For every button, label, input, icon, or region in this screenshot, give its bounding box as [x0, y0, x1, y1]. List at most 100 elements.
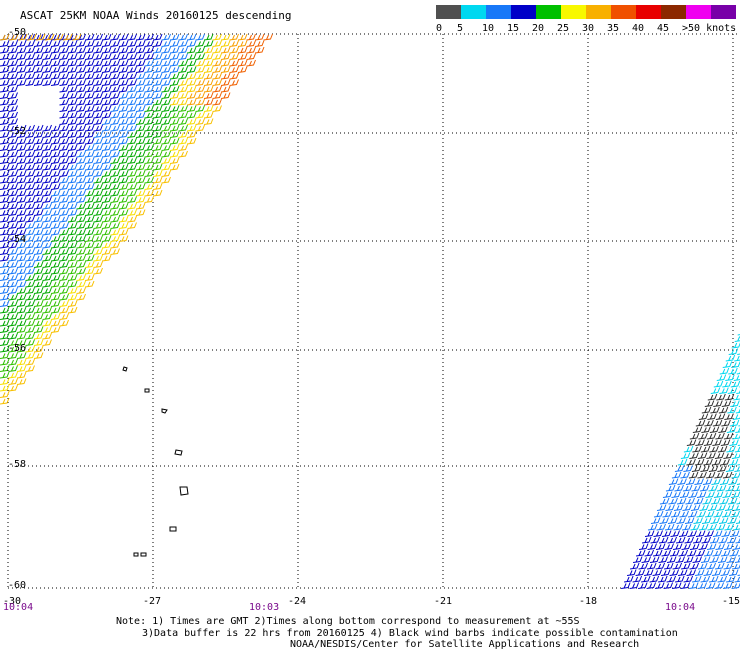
wind-barb [35, 33, 46, 41]
wind-barb [706, 543, 717, 550]
wind-barb [650, 536, 660, 544]
wind-barb [93, 111, 103, 119]
wind-barb [50, 40, 61, 47]
lat-label-52: -52 [8, 126, 27, 137]
wind-barb [16, 46, 27, 54]
wind-barb [84, 176, 95, 184]
wind-barb [8, 222, 18, 229]
wind-barb [734, 336, 740, 342]
wind-barb [33, 46, 44, 54]
wind-barb [76, 241, 86, 249]
wind-barb [718, 517, 729, 524]
wind-barb [237, 66, 248, 73]
wind-barb [16, 339, 27, 346]
wind-barb [212, 72, 222, 80]
wind-barb [59, 248, 69, 255]
wind-barb [25, 280, 35, 288]
wind-barb [724, 393, 735, 401]
wind-barb [0, 111, 10, 119]
wind-barb [135, 59, 146, 67]
wind-barb [135, 183, 146, 190]
wind-barb [67, 306, 78, 314]
wind-barb [16, 300, 27, 307]
wind-barb [50, 300, 61, 307]
wind-barb [118, 111, 129, 119]
wind-barb [152, 131, 163, 138]
wind-barb [8, 365, 18, 372]
wind-barb [76, 248, 86, 255]
wind-barb [8, 215, 18, 223]
wind-barb [33, 332, 44, 340]
wind-barb [110, 228, 120, 236]
wind-barb [8, 92, 18, 99]
wind-barb [25, 339, 35, 346]
wind-barb [25, 202, 35, 210]
wind-barb [697, 471, 707, 479]
wind-barb [652, 549, 663, 557]
lon-label-30: -30 [3, 596, 22, 607]
wind-barb [675, 556, 686, 563]
wind-barb [25, 274, 35, 281]
wind-barb [67, 300, 78, 307]
wind-barb [42, 137, 52, 145]
wind-barb [127, 118, 137, 125]
wind-barb [144, 124, 154, 132]
wind-barb [76, 33, 86, 41]
wind-barb [626, 569, 637, 576]
wind-barb [0, 300, 10, 307]
wind-barb [25, 306, 35, 314]
wind-barb [646, 562, 657, 570]
wind-barb [203, 118, 214, 125]
wind-barb [635, 549, 646, 557]
wind-barb [144, 85, 154, 93]
wind-barb [76, 53, 86, 60]
wind-barb [0, 306, 10, 314]
wind-barb [118, 235, 129, 242]
wind-barb [0, 176, 10, 184]
wind-barb [704, 400, 715, 407]
wind-barb [25, 131, 35, 138]
lat-label-50: -50 [8, 27, 27, 38]
wind-barb [59, 118, 69, 125]
wind-barb [647, 543, 657, 550]
wind-barb [695, 439, 705, 446]
wind-barb [93, 267, 103, 275]
wind-barb [706, 432, 717, 440]
wind-barb [110, 196, 120, 203]
wind-barb [729, 439, 739, 446]
wind-barb [721, 530, 731, 537]
wind-barb [178, 85, 188, 93]
wind-barb [76, 98, 86, 106]
wind-barb [76, 202, 86, 210]
wind-barb [178, 66, 188, 73]
wind-barb [101, 202, 112, 210]
wind-barb [42, 202, 52, 210]
wind-barb [731, 563, 740, 570]
wind-barb [127, 150, 137, 158]
wind-barb [663, 582, 674, 589]
wind-barb [716, 374, 727, 381]
wind-barb [101, 118, 112, 125]
wind-barb [135, 124, 146, 132]
wind-barb [127, 124, 137, 132]
wind-barb [25, 313, 35, 320]
wind-barb [33, 261, 44, 268]
wind-barb [641, 536, 652, 544]
wind-barb [67, 241, 78, 249]
wind-barb [16, 196, 27, 203]
wind-barb [144, 189, 154, 197]
wind-barb [101, 228, 112, 236]
wind-barb [59, 40, 69, 47]
wind-barb [118, 105, 129, 112]
wind-barb [666, 575, 677, 583]
wind-barb [16, 215, 27, 223]
wind-barb [656, 504, 667, 511]
wind-barb [237, 46, 248, 54]
wind-barb [93, 46, 103, 54]
wind-barb [101, 105, 112, 112]
wind-barb [84, 170, 95, 177]
wind-barb [84, 53, 95, 60]
wind-barb [0, 40, 10, 47]
wind-barb [110, 131, 120, 138]
wind-barb [178, 46, 188, 54]
